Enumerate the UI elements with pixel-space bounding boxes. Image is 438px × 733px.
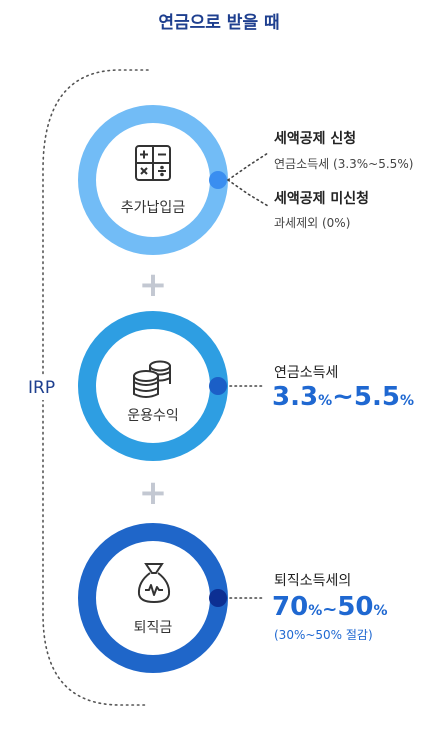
coin-stack-icon xyxy=(133,360,171,398)
pension-income-tax-label: 연금소득세 xyxy=(274,365,339,381)
tax-credit-applied-title: 세액공제 신청 xyxy=(274,131,357,147)
ring-dot xyxy=(209,171,227,189)
ring-severance-pay xyxy=(78,523,228,673)
plus-icon: + xyxy=(138,473,168,513)
plus-icon: + xyxy=(138,265,168,305)
tax-credit-applied-desc: 연금소득세 (3.3%~5.5%) xyxy=(274,157,414,171)
step-label-severance-pay: 퇴직금 xyxy=(133,620,173,636)
money-bag-icon xyxy=(137,563,171,604)
connector-dotted xyxy=(227,152,269,181)
irp-label: IRP xyxy=(28,376,56,400)
ring-dot xyxy=(209,377,227,395)
tax-credit-not-applied-desc: 과세제외 (0%) xyxy=(274,216,351,230)
step-label-investment-return: 운용수익 xyxy=(127,408,179,424)
irp-bracket xyxy=(42,69,149,706)
connector-dotted xyxy=(227,179,269,207)
reduction-note: (30%~50% 절감) xyxy=(274,628,373,642)
tax-credit-not-applied-title: 세액공제 미신청 xyxy=(274,191,370,207)
retirement-income-tax-rate: 70%~50% xyxy=(272,592,388,622)
ring-dot xyxy=(209,589,227,607)
step-label-additional-contribution: 추가납입금 xyxy=(120,200,186,216)
pension-income-tax-rate: 3.3%~5.5% xyxy=(272,382,414,412)
page-title: 연금으로 받을 때 xyxy=(158,13,280,33)
calculator-icon xyxy=(135,145,171,181)
retirement-income-tax-label: 퇴직소득세의 xyxy=(274,573,352,589)
